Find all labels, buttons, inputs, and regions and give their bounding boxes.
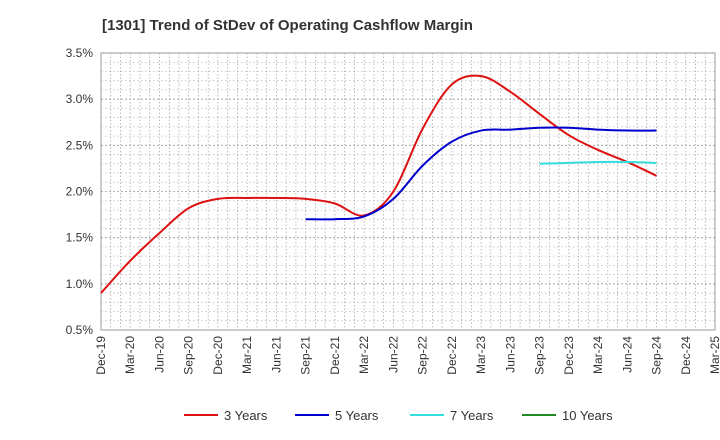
x-tick-label: Sep-24 — [650, 336, 664, 375]
x-axis-ticks: Dec-19 Mar-20 Jun-20 Sep-20 Dec-20 Mar-21 Jun-… — [94, 336, 720, 375]
x-tick-label: Sep-20 — [182, 336, 196, 375]
x-tick-label: Dec-20 — [211, 336, 225, 375]
y-tick-label: 1.5% — [66, 231, 94, 245]
legend-label: 3 Years — [224, 408, 268, 423]
x-tick-label: Sep-21 — [299, 336, 313, 375]
y-axis-ticks: 0.5% 1.0% 1.5% 2.0% 2.5% 3.0% 3.5% — [66, 46, 94, 337]
series-line-7-years — [539, 160, 657, 165]
x-tick-label: Dec-19 — [94, 336, 108, 375]
legend-item-7-years: 7 Years — [410, 408, 494, 423]
legend-item-10-years: 10 Years — [522, 408, 613, 423]
x-tick-label: Jun-24 — [620, 336, 634, 373]
y-tick-label: 3.0% — [66, 92, 94, 106]
series-layer — [100, 74, 657, 294]
x-tick-label: Mar-25 — [708, 336, 720, 374]
x-tick-label: Dec-21 — [328, 336, 342, 375]
x-tick-label: Dec-23 — [562, 336, 576, 375]
y-tick-label: 2.5% — [66, 138, 94, 152]
x-tick-label: Mar-21 — [240, 336, 254, 374]
y-tick-label: 3.5% — [66, 46, 94, 60]
series-line-3-years — [100, 74, 657, 294]
series-line-5-years — [305, 126, 657, 221]
x-tick-label: Mar-23 — [474, 336, 488, 374]
x-tick-label: Sep-23 — [533, 336, 547, 375]
x-tick-label: Mar-20 — [123, 336, 137, 374]
x-tick-label: Jun-22 — [386, 336, 400, 373]
legend-item-5-years: 5 Years — [295, 408, 379, 423]
legend: 3 Years 5 Years 7 Years 10 Years — [184, 408, 613, 423]
legend-item-3-years: 3 Years — [184, 408, 268, 423]
plot-area — [100, 52, 716, 331]
legend-label: 10 Years — [562, 408, 613, 423]
plot-frame — [100, 52, 716, 331]
x-tick-label: Mar-22 — [357, 336, 371, 374]
y-tick-label: 0.5% — [66, 323, 94, 337]
x-tick-label: Jun-23 — [503, 336, 517, 373]
x-tick-label: Jun-21 — [269, 336, 283, 373]
x-tick-label: Mar-24 — [591, 336, 605, 374]
legend-label: 5 Years — [335, 408, 379, 423]
chart-title: [1301] Trend of StDev of Operating Cashf… — [102, 17, 473, 34]
y-tick-label: 2.0% — [66, 185, 94, 199]
y-tick-label: 1.0% — [66, 277, 94, 291]
x-tick-label: Jun-20 — [152, 336, 166, 373]
x-tick-label: Dec-22 — [445, 336, 459, 375]
x-tick-label: Dec-24 — [679, 336, 693, 375]
x-tick-label: Sep-22 — [416, 336, 430, 375]
legend-label: 7 Years — [450, 408, 494, 423]
grid-lines — [101, 53, 715, 330]
